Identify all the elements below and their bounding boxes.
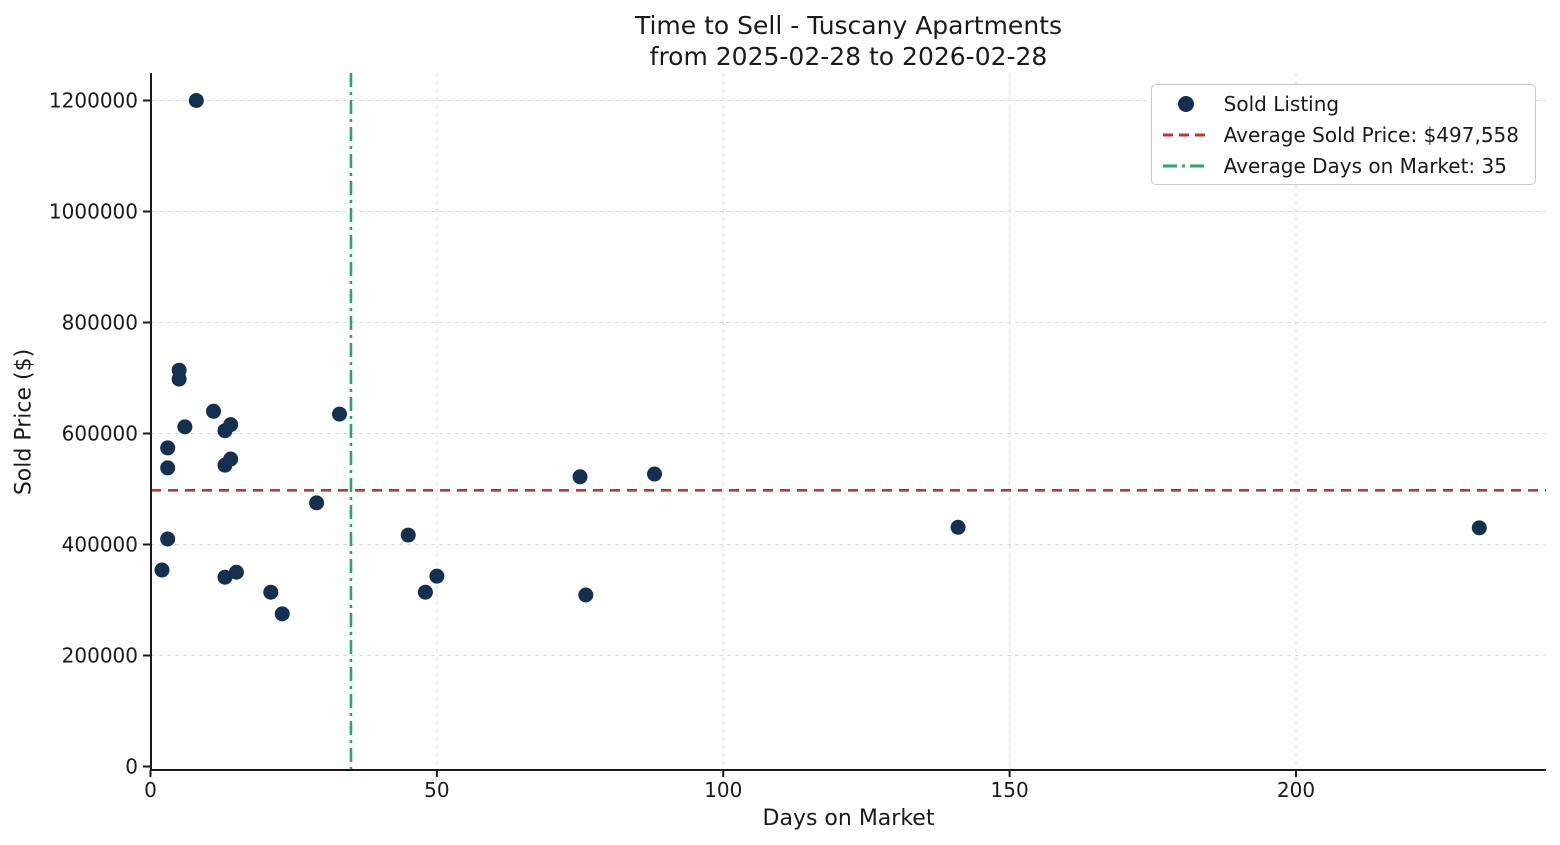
x-tick-label: 50	[424, 778, 449, 802]
scatter-point	[160, 531, 176, 547]
y-tick-label: 800000	[62, 311, 138, 335]
scatter-point	[171, 371, 187, 387]
scatter-point	[263, 584, 279, 600]
sold-listing-dot-icon	[1162, 95, 1210, 112]
x-axis-label: Days on Market	[762, 806, 935, 831]
dashed-line-icon	[1162, 132, 1210, 138]
legend-label: Average Sold Price: $497,558	[1223, 122, 1519, 147]
x-tick-label: 200	[1277, 778, 1315, 802]
y-tick-label: 1200000	[49, 89, 138, 113]
legend-item-sold-listing: Sold Listing	[1162, 88, 1519, 119]
scatter-point	[274, 606, 290, 622]
scatter-point	[160, 460, 176, 476]
legend: Sold Listing Average Sold Price: $497,55…	[1150, 84, 1536, 185]
scatter-point	[154, 562, 170, 578]
scatter-point	[417, 584, 433, 600]
scatter-point	[950, 519, 966, 535]
y-tick-label: 0	[125, 755, 138, 779]
x-tick-label: 0	[144, 778, 157, 802]
chart-title: Time to Sell - Tuscany Apartments	[634, 11, 1062, 40]
y-tick-label: 600000	[62, 422, 138, 446]
scatter-point	[400, 527, 416, 543]
scatter-point	[647, 466, 663, 482]
legend-label: Average Days on Market: 35	[1223, 153, 1507, 178]
scatter-point	[160, 440, 176, 456]
scatter-point	[332, 406, 348, 422]
scatter-point	[206, 403, 222, 419]
scatter-point	[1471, 520, 1487, 536]
scatter-point	[223, 451, 239, 467]
x-tick-label: 150	[991, 778, 1029, 802]
scatter-point	[188, 93, 204, 108]
legend-item-average-sold-price: Average Sold Price: $497,558	[1162, 119, 1519, 150]
chart-subtitle: from 2025-02-28 to 2026-02-28	[649, 42, 1048, 71]
scatter-point	[177, 419, 193, 435]
y-axis-label: Sold Price ($)	[11, 348, 37, 496]
y-tick-label: 1000000	[49, 200, 138, 224]
scatter-point	[223, 417, 239, 433]
scatter-point	[217, 569, 233, 585]
chart-title-block: Time to Sell - Tuscany Apartments from 2…	[151, 10, 1546, 72]
y-tick-label: 200000	[62, 644, 138, 668]
scatter-point	[228, 564, 244, 580]
scatter-point	[572, 469, 588, 485]
legend-item-average-days-on-market: Average Days on Market: 35	[1162, 150, 1519, 181]
scatter-point	[309, 495, 325, 511]
x-tick-label: 100	[704, 778, 742, 802]
scatter-point	[429, 568, 445, 584]
y-tick-label: 400000	[62, 533, 138, 557]
legend-label: Sold Listing	[1223, 91, 1340, 116]
dashdot-line-icon	[1162, 163, 1210, 169]
scatter-point	[578, 587, 594, 603]
